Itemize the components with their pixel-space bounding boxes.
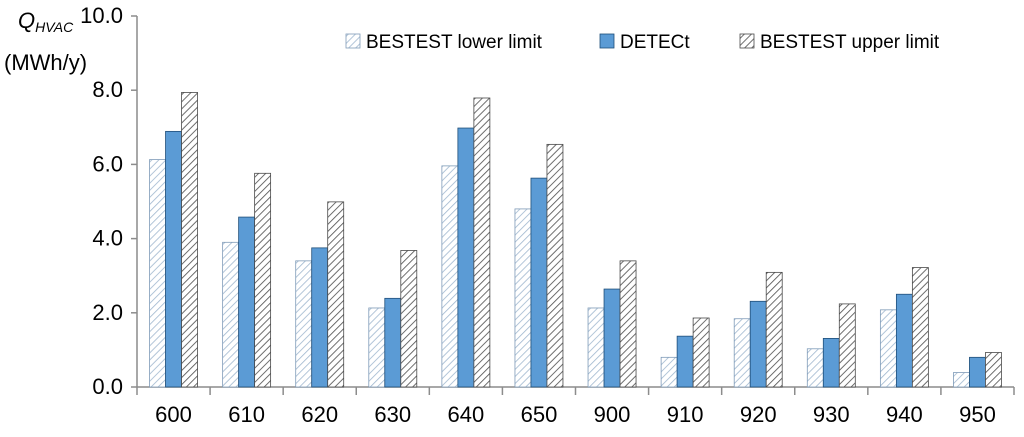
x-tick-label: 630 (374, 402, 411, 427)
bar-600-dark-hatch (181, 92, 198, 388)
bar-600-light-hatch (149, 159, 166, 388)
bar-900-dark-hatch (619, 260, 637, 388)
bar-930-light-hatch (806, 348, 824, 388)
legend-label: BESTEST upper limit (760, 32, 940, 53)
bar-640-solid (457, 127, 475, 388)
x-tick-label: 930 (813, 402, 850, 427)
bar-950-dark-hatch (985, 352, 1002, 388)
bar-610-solid (238, 216, 256, 388)
bar-650-solid (530, 177, 548, 388)
x-tick-label: 920 (740, 402, 777, 427)
y-tick-label: 10.0 (80, 3, 123, 28)
y-tick-label: 4.0 (92, 226, 123, 251)
y-axis-subscript: HVAC (35, 19, 74, 35)
bar-950-solid (969, 356, 986, 388)
y-axis-symbol: QHVAC (18, 8, 74, 35)
bar-920-light-hatch (733, 318, 751, 388)
bar-920-dark-hatch (765, 271, 783, 388)
bar-950-light-hatch (953, 372, 970, 388)
legend: BESTEST lower limit DETECt BESTEST upper l… (345, 32, 940, 53)
legend-label: BESTEST lower limit (366, 32, 543, 53)
bar-640-dark-hatch (473, 97, 491, 388)
bar-620-solid (311, 247, 329, 388)
x-tick-label: 600 (155, 402, 192, 427)
bar-620-dark-hatch (327, 201, 345, 388)
bar-940-light-hatch (879, 309, 897, 388)
legend-swatch-dark-hatch (739, 33, 755, 49)
bar-640-light-hatch (441, 165, 459, 388)
x-tick-label: 900 (594, 402, 631, 427)
y-tick-label: 2.0 (92, 300, 123, 325)
bar-910-dark-hatch (692, 317, 710, 388)
bar-940-solid (895, 293, 913, 388)
bar-610-light-hatch (222, 241, 240, 388)
bar-630-solid (384, 297, 402, 388)
bar-620-light-hatch (295, 260, 313, 388)
legend-swatch-light-hatch (345, 33, 361, 49)
bar-610-dark-hatch (254, 172, 272, 388)
bar-930-solid (822, 337, 840, 388)
bar-650-dark-hatch (546, 143, 564, 388)
bar-650-light-hatch (514, 208, 532, 388)
bar-930-dark-hatch (838, 303, 856, 388)
y-tick-label: 0.0 (92, 374, 123, 399)
x-tick-label: 620 (301, 402, 338, 427)
bar-920-solid (749, 300, 767, 388)
axes (131, 15, 1015, 395)
bar-940-dark-hatch (911, 267, 929, 388)
x-tick-label: 950 (959, 402, 996, 427)
x-tick-label: 640 (448, 402, 485, 427)
legend-label: DETECt (620, 32, 690, 53)
x-tick-label: 910 (667, 402, 704, 427)
y-tick-label: 6.0 (92, 151, 123, 176)
x-tick-label: 650 (521, 402, 558, 427)
bar-910-solid (676, 335, 694, 388)
bars (149, 92, 1002, 388)
y-tick-label: 8.0 (92, 77, 123, 102)
y-tick-labels: 0.0 2.0 4.0 6.0 8.0 10.0 (80, 3, 123, 399)
bar-630-light-hatch (368, 307, 386, 388)
x-tick-label: 610 (228, 402, 265, 427)
x-tick-labels: 600 610 620 630 640 650 900 910 920 930 940 950 (155, 402, 996, 427)
bar-900-solid (603, 288, 621, 388)
bar-630-dark-hatch (400, 250, 418, 388)
x-tick-label: 940 (886, 402, 923, 427)
bar-900-light-hatch (587, 307, 605, 388)
legend-swatch-solid (599, 33, 615, 49)
bar-910-light-hatch (660, 356, 678, 388)
bar-600-solid (165, 130, 182, 388)
y-axis-unit: (MWh/y) (4, 50, 88, 75)
